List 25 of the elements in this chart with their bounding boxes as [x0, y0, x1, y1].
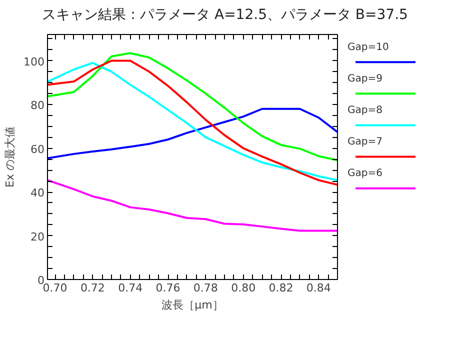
chart-title: スキャン結果：パラメータ A=12.5、パラメータ B=37.5 — [42, 6, 408, 25]
x-tick-label: 0.84 — [306, 282, 331, 294]
text: Gap=6 — [348, 168, 382, 180]
line-series — [48, 108, 338, 160]
text: Gap=10 — [348, 42, 389, 53]
line-series — [48, 179, 338, 232]
x-tick-label: 0.74 — [118, 282, 143, 294]
y-tick-label: 20 — [30, 230, 45, 244]
x-tick-label: 0.82 — [268, 282, 294, 294]
y-tick-label: 60 — [30, 142, 45, 156]
x-tick-label: 0.80 — [231, 282, 256, 294]
x-tick-label: 0.72 — [80, 282, 105, 294]
text: Gap=8 — [348, 105, 382, 116]
y-tick-label: 0 — [38, 274, 44, 287]
text: Gap=9 — [348, 73, 382, 84]
line-series — [48, 52, 338, 162]
y-tick-label: 100 — [24, 55, 45, 68]
x-tick-label: 0.78 — [193, 282, 218, 294]
text: Gap=7 — [348, 136, 382, 148]
y-axis-title: Ex の最大値 — [4, 126, 17, 188]
y-tick-label: 40 — [30, 186, 45, 200]
y-tick-label: 80 — [30, 99, 45, 112]
x-tick-label: 0.76 — [156, 282, 180, 294]
x-axis-title: 波長［μm］ — [162, 298, 224, 312]
x-tick-label: 0.70 — [42, 282, 68, 294]
